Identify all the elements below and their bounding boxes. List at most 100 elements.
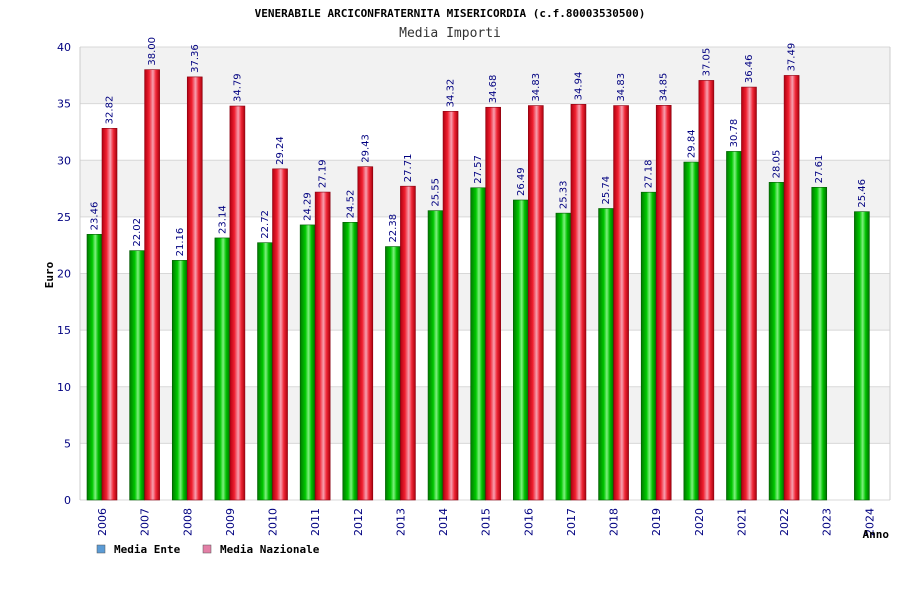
data-label-ente-2006: 23.46	[90, 202, 101, 231]
bar-nazionale-2018	[613, 105, 629, 501]
bar-ente-2016	[513, 199, 529, 501]
x-tick-label-2008: 2008	[181, 508, 194, 536]
bar-nazionale-2022	[783, 75, 800, 501]
data-label-ente-2010: 22.72	[260, 210, 271, 239]
y-tick-label: 10	[57, 381, 71, 394]
bar-ente-2017	[555, 212, 572, 501]
x-tick-label-2018: 2018	[608, 508, 621, 536]
data-label-ente-2011: 24.29	[303, 192, 314, 221]
y-tick-label: 0	[64, 494, 71, 507]
bar-ente-2010	[257, 242, 273, 501]
x-tick-label-2006: 2006	[96, 508, 109, 536]
y-tick-label: 20	[57, 268, 71, 281]
data-label-nazionale-2022: 37.49	[787, 43, 798, 72]
y-axis-label: Euro	[43, 261, 56, 288]
bar-nazionale-2011	[314, 191, 331, 501]
data-label-ente-2023: 27.61	[814, 155, 825, 184]
x-tick-label-2021: 2021	[735, 508, 748, 536]
y-tick-label: 40	[57, 41, 71, 54]
y-axis-ticks: 0 5 10 15 20 25 30 35 40	[57, 41, 71, 507]
legend-swatch-media-nazionale	[202, 544, 212, 554]
chart-subtitle: Media Importi	[399, 26, 501, 41]
data-label-ente-2007: 22.02	[132, 218, 143, 247]
data-label-nazionale-2009: 34.79	[232, 73, 243, 102]
x-tick-label-2024: 2024	[863, 508, 876, 536]
bar-ente-2018	[598, 208, 614, 501]
x-tick-label-2016: 2016	[522, 508, 535, 536]
data-label-ente-2015: 27.57	[473, 155, 484, 184]
bar-nazionale-2020	[698, 80, 715, 501]
bar-ente-2020	[683, 161, 700, 501]
bar-ente-2012	[342, 222, 359, 501]
bar-nazionale-2012	[357, 166, 374, 501]
data-label-nazionale-2020: 37.05	[701, 48, 712, 77]
bar-nazionale-2009	[229, 105, 246, 501]
x-tick-label-2007: 2007	[139, 508, 152, 536]
x-tick-label-2013: 2013	[394, 508, 407, 536]
bar-ente-2019	[640, 191, 657, 501]
x-axis-ticks: 2006 2007 2008 2009 2010 2011 2012 2013 2014 2015…	[96, 508, 876, 536]
bar-nazionale-2019	[655, 105, 672, 501]
bar-nazionale-2021	[741, 86, 757, 501]
x-tick-label-2015: 2015	[480, 508, 493, 536]
bar-nazionale-2014	[442, 111, 459, 501]
bar-ente-2022	[768, 182, 785, 501]
y-tick-label: 5	[64, 437, 71, 450]
data-label-ente-2024: 25.46	[857, 179, 868, 208]
data-label-nazionale-2010: 29.24	[275, 136, 286, 165]
x-tick-label-2010: 2010	[267, 508, 280, 536]
data-label-ente-2013: 22.38	[388, 214, 399, 243]
legend-label-media-ente: Media Ente	[114, 543, 181, 556]
bar-ente-2008	[171, 260, 188, 501]
data-label-nazionale-2012: 29.43	[360, 134, 371, 163]
bar-ente-2013	[385, 246, 401, 501]
y-tick-label: 30	[57, 154, 71, 167]
x-tick-label-2023: 2023	[821, 508, 834, 536]
bar-ente-2015	[470, 187, 486, 501]
data-label-ente-2016: 26.49	[516, 167, 527, 196]
data-label-nazionale-2019: 34.85	[659, 73, 670, 102]
legend-swatch-media-ente	[96, 544, 106, 554]
x-tick-label-2009: 2009	[224, 508, 237, 536]
bar-nazionale-2016	[528, 105, 544, 501]
y-tick-label: 35	[57, 98, 71, 111]
data-label-ente-2021: 30.78	[729, 119, 740, 148]
data-label-ente-2020: 29.84	[686, 129, 697, 158]
data-label-nazionale-2007: 38.00	[147, 37, 158, 66]
data-label-ente-2018: 25.74	[601, 176, 612, 205]
data-label-nazionale-2008: 37.36	[190, 44, 201, 73]
bar-ente-2023	[811, 187, 828, 501]
x-tick-label-2014: 2014	[437, 508, 450, 536]
data-label-nazionale-2018: 34.83	[616, 73, 627, 102]
bars	[86, 69, 870, 501]
y-tick-label: 15	[57, 324, 71, 337]
data-label-nazionale-2016: 34.83	[531, 73, 542, 102]
data-label-nazionale-2014: 34.32	[446, 79, 457, 108]
x-tick-label-2020: 2020	[693, 508, 706, 536]
bar-nazionale-2017	[570, 104, 587, 501]
y-tick-label: 25	[57, 211, 71, 224]
bar-ente-2009	[214, 237, 231, 501]
bar-nazionale-2006	[101, 128, 118, 501]
data-label-ente-2008: 21.16	[175, 228, 186, 257]
bar-nazionale-2007	[144, 69, 160, 501]
bar-ente-2007	[129, 250, 145, 501]
data-label-ente-2022: 28.05	[772, 150, 783, 179]
data-label-ente-2019: 27.18	[644, 160, 655, 189]
data-label-ente-2012: 24.52	[345, 190, 356, 219]
chart-title: VENERABILE ARCICONFRATERNITA MISERICORDI…	[255, 7, 646, 20]
bar-ente-2024	[854, 211, 870, 501]
legend-label-media-nazionale: Media Nazionale	[220, 543, 320, 556]
data-label-nazionale-2021: 36.46	[744, 54, 755, 83]
bar-ente-2011	[299, 224, 316, 501]
data-label-nazionale-2013: 27.71	[403, 154, 414, 183]
bar-nazionale-2015	[485, 106, 501, 501]
x-tick-label-2012: 2012	[352, 508, 365, 536]
x-axis-label: Anno	[863, 528, 890, 541]
x-tick-label-2011: 2011	[309, 508, 322, 536]
data-label-ente-2017: 25.33	[558, 180, 569, 209]
bar-nazionale-2010	[272, 168, 288, 501]
bar-ente-2021	[726, 151, 742, 501]
data-label-ente-2009: 23.14	[217, 205, 228, 234]
